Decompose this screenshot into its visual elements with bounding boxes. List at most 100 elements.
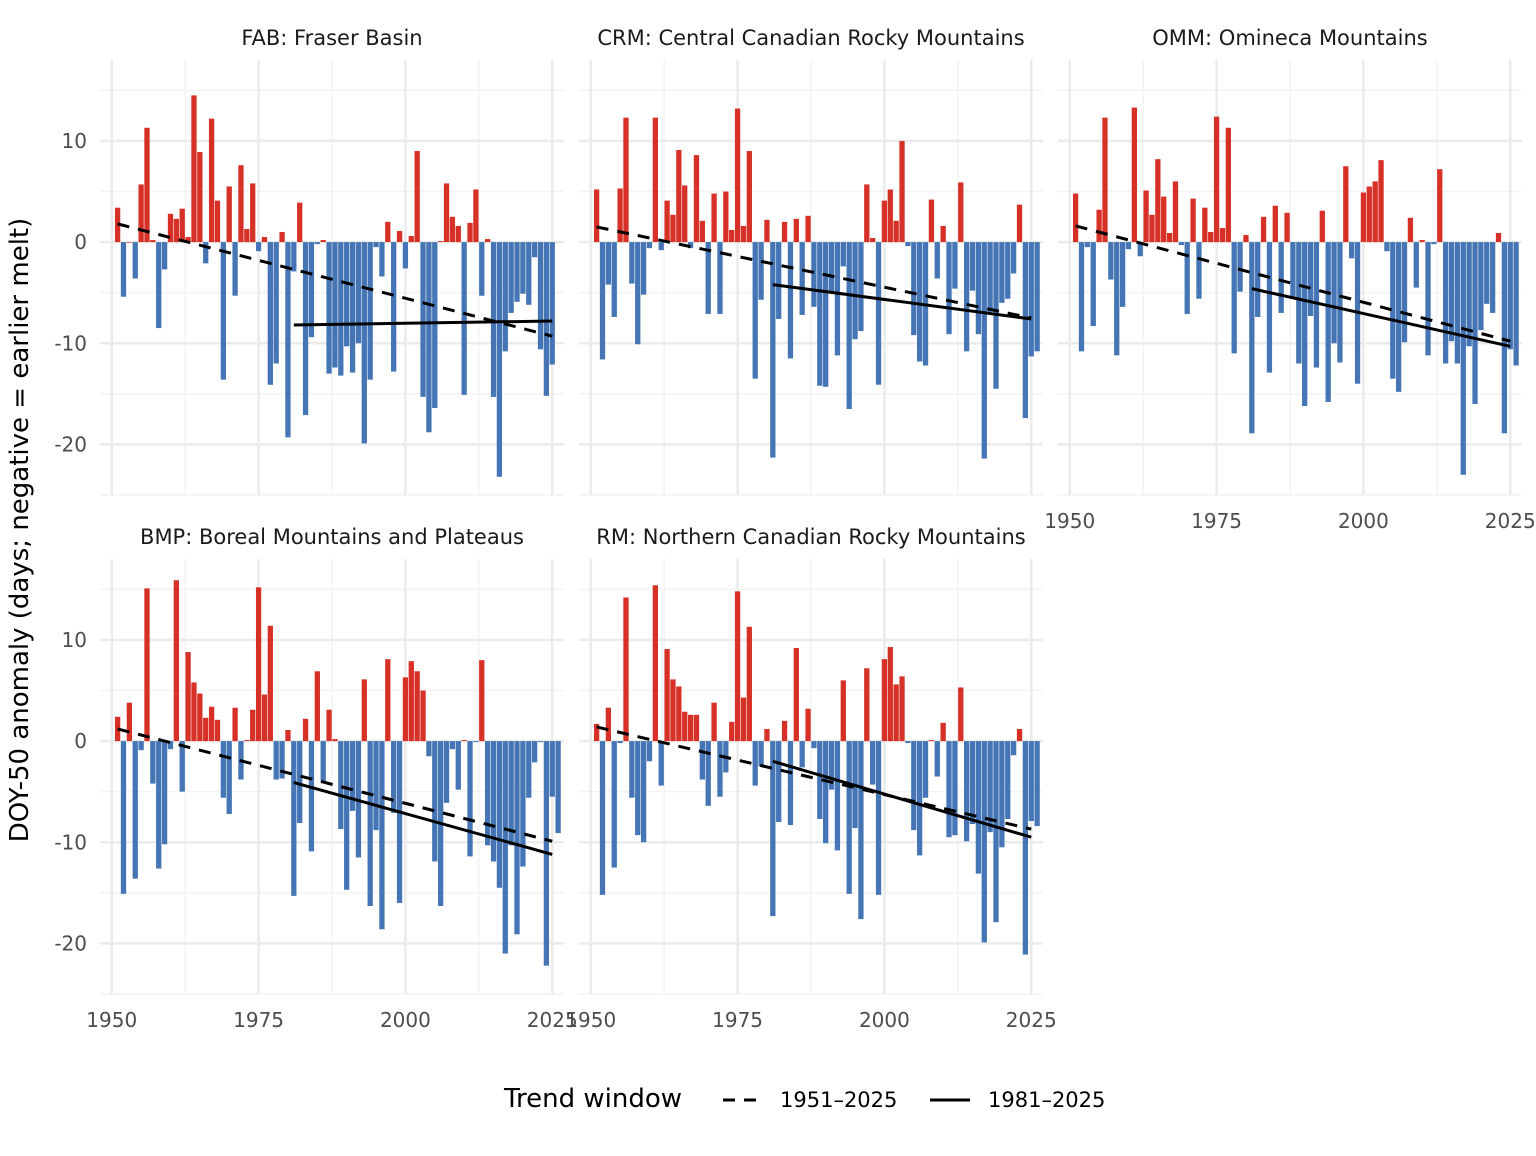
bar-1955 — [138, 741, 144, 751]
bar-1960 — [1125, 242, 1132, 250]
bar-1981 — [770, 741, 776, 917]
bar-2011 — [946, 242, 952, 335]
bar-2019 — [1472, 242, 1478, 404]
bar-2014 — [1443, 242, 1449, 364]
bar-1953 — [605, 242, 612, 285]
bar-2006 — [438, 241, 444, 243]
bar-2017 — [502, 741, 508, 954]
bar-1990 — [1302, 242, 1308, 406]
bar-1962 — [1137, 242, 1143, 257]
bar-1975 — [734, 591, 741, 742]
bar-1993 — [840, 680, 846, 742]
bar-2019 — [514, 741, 520, 935]
bar-2001 — [408, 661, 414, 742]
bar-1951 — [593, 723, 600, 742]
panel-title: BMP: Boreal Mountains and Plateaus — [140, 525, 524, 549]
bar-2013 — [1437, 169, 1443, 243]
bar-1959 — [1119, 242, 1126, 307]
bar-1974 — [1208, 231, 1214, 243]
bar-2001 — [887, 189, 893, 243]
bar-2012 — [1431, 242, 1437, 245]
bar-1953 — [126, 242, 133, 243]
bar-2018 — [508, 242, 514, 313]
bar-2000 — [402, 677, 409, 742]
bar-1997 — [864, 668, 870, 742]
bar-1980 — [285, 242, 291, 438]
bar-2012 — [952, 741, 958, 836]
bar-1997 — [385, 659, 391, 742]
bar-1983 — [302, 718, 309, 742]
bar-1975 — [255, 242, 262, 252]
bar-1997 — [385, 221, 391, 243]
bar-1966 — [203, 717, 209, 742]
bar-1991 — [349, 242, 356, 373]
bar-2017 — [502, 242, 508, 352]
bar-1968 — [214, 719, 221, 742]
bar-1979 — [758, 741, 764, 767]
bar-1972 — [1196, 242, 1202, 299]
trend-line-dashed — [596, 225, 1032, 320]
bar-1976 — [261, 694, 268, 742]
bar-1963 — [664, 200, 670, 243]
bar-1961 — [1131, 107, 1137, 243]
x-tick-label: 1975 — [712, 1008, 763, 1032]
bar-2015 — [969, 741, 976, 825]
bar-2001 — [887, 647, 893, 742]
bar-1990 — [823, 242, 829, 387]
bar-1984 — [787, 242, 794, 359]
bar-1968 — [214, 200, 221, 243]
bar-1958 — [635, 741, 641, 836]
bar-1985 — [1272, 205, 1278, 243]
legend-key-dashed — [723, 1098, 763, 1102]
bar-2002 — [414, 151, 420, 243]
bar-1994 — [846, 242, 852, 410]
y-tick-label: 10 — [62, 129, 87, 153]
legend-key-solid — [930, 1098, 970, 1102]
bar-2016 — [975, 741, 982, 874]
bar-1957 — [1108, 242, 1114, 280]
bar-1988 — [332, 739, 338, 742]
bar-1969 — [220, 741, 226, 798]
bar-1981 — [1249, 242, 1255, 434]
bar-2013 — [958, 687, 964, 742]
bar-2020 — [999, 242, 1005, 303]
bar-1976 — [1219, 227, 1226, 243]
bar-1963 — [1143, 190, 1149, 243]
bar-1983 — [302, 242, 309, 416]
bar-2020 — [999, 741, 1005, 848]
bar-2010 — [940, 722, 946, 742]
bar-1965 — [676, 686, 682, 742]
legend-label-solid: 1981–2025 — [988, 1088, 1106, 1112]
x-tick-label: 2000 — [859, 1008, 910, 1032]
bar-2015 — [969, 242, 976, 291]
bar-2008 — [928, 199, 935, 243]
bar-2009 — [455, 225, 461, 243]
bar-2023 — [537, 242, 544, 350]
bar-2013 — [958, 182, 964, 243]
bar-1997 — [864, 184, 870, 243]
bar-1999 — [396, 230, 403, 243]
bar-1951 — [593, 189, 600, 243]
bar-1995 — [373, 741, 379, 831]
bar-1969 — [220, 242, 226, 380]
bar-2003 — [899, 676, 905, 742]
x-tick-label: 1950 — [1044, 509, 1095, 533]
bar-1963 — [185, 237, 191, 243]
bar-2025 — [1028, 741, 1034, 822]
bar-1976 — [740, 697, 747, 742]
bar-1971 — [711, 193, 717, 243]
bar-2002 — [414, 671, 420, 742]
bar-1990 — [344, 242, 350, 347]
bar-1952 — [599, 242, 606, 360]
bar-1978 — [273, 741, 279, 780]
bar-1954 — [132, 242, 138, 279]
bar-1987 — [326, 709, 332, 742]
bar-1980 — [764, 728, 770, 742]
bar-1979 — [279, 741, 285, 779]
bar-1951 — [1072, 193, 1079, 243]
x-tick-label: 2025 — [1006, 1008, 1057, 1032]
trend-line-solid — [772, 759, 1032, 839]
bar-1962 — [658, 741, 664, 786]
bar-2000 — [402, 242, 409, 269]
bar-1973 — [723, 191, 729, 243]
